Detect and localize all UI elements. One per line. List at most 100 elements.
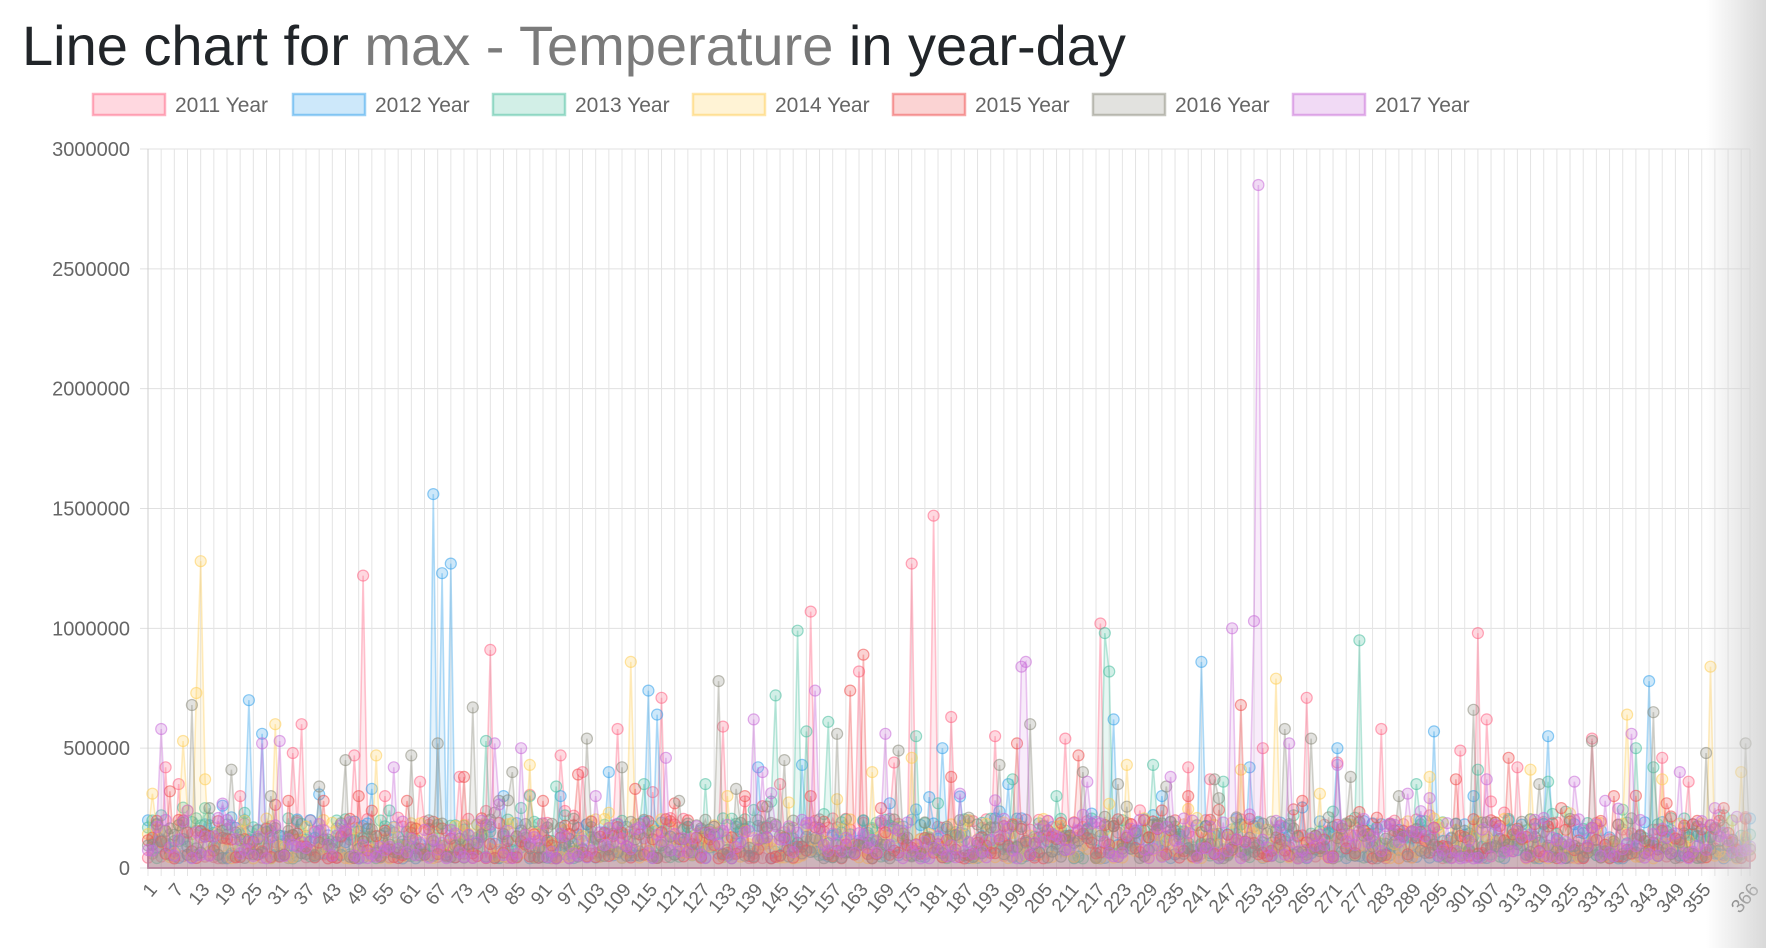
data-point <box>313 780 326 793</box>
data-point <box>931 797 945 810</box>
data-point <box>409 848 422 862</box>
data-point <box>844 684 857 697</box>
data-point <box>466 701 479 714</box>
data-point <box>1664 810 1678 823</box>
data-point <box>1050 789 1063 803</box>
data-point <box>1116 846 1129 859</box>
data-point <box>1203 820 1217 833</box>
data-point <box>953 790 967 803</box>
data-point <box>1182 826 1195 840</box>
data-point <box>1427 822 1441 835</box>
data-point <box>800 725 813 738</box>
data-point <box>778 833 791 846</box>
data-point <box>629 782 642 796</box>
data-point <box>431 737 444 750</box>
data-point <box>365 804 378 817</box>
data-point <box>945 710 958 724</box>
data-point <box>887 756 901 769</box>
data-point <box>760 831 774 844</box>
data-point <box>1304 732 1318 745</box>
legend-item: 2015 Year <box>891 92 1070 117</box>
data-point <box>1155 850 1169 863</box>
data-point <box>1234 851 1248 865</box>
data-point <box>787 845 800 859</box>
y-axis: 0 500000 1000000 1500000 2000000 2500000 30000… <box>52 139 130 880</box>
data-point <box>1739 737 1752 750</box>
data-point <box>1642 674 1656 688</box>
data-point <box>1032 822 1046 836</box>
data-point <box>1203 773 1217 786</box>
data-point <box>1620 708 1634 721</box>
data-point <box>1164 770 1177 784</box>
line-chart: 0 500000 1000000 1500000 2000000 2500000 30000… <box>0 90 1766 948</box>
data-point <box>1234 698 1248 712</box>
data-point <box>365 823 378 836</box>
data-point <box>822 844 835 858</box>
data-point <box>1520 851 1533 864</box>
data-point <box>567 809 580 822</box>
data-point <box>1581 839 1594 853</box>
data-point <box>866 765 879 779</box>
legend-swatch <box>1091 92 1167 117</box>
x-tick-label: 79 <box>474 880 504 910</box>
data-point <box>414 836 427 849</box>
data-point <box>1103 797 1116 810</box>
data-point <box>317 823 330 837</box>
legend-label: 2016 Year <box>1175 94 1270 117</box>
data-point <box>269 718 282 731</box>
data-point <box>273 734 286 748</box>
data-point <box>808 684 822 697</box>
data-point <box>199 818 212 831</box>
data-point <box>1278 848 1291 861</box>
legend-item: 2012 Year <box>291 92 470 117</box>
data-point <box>927 817 940 830</box>
data-point <box>1252 178 1265 192</box>
data-point <box>190 686 203 700</box>
data-point <box>1076 808 1090 821</box>
legend-label: 2015 Year <box>975 94 1070 117</box>
data-point <box>370 749 383 762</box>
data-point <box>484 643 497 657</box>
title-separator: - <box>470 14 519 77</box>
legend-label: 2011 Year <box>175 94 268 117</box>
data-point <box>655 691 668 704</box>
data-point <box>256 727 269 740</box>
data-point <box>848 846 861 860</box>
x-tick-label: 55 <box>369 880 399 910</box>
title-field: max <box>364 14 471 77</box>
data-point <box>993 758 1006 772</box>
data-point <box>1098 835 1111 848</box>
data-point <box>1300 691 1313 704</box>
x-tick-label: 19 <box>211 880 241 910</box>
x-axis: 1 713192531374349556167737985919710310911… <box>139 880 1764 918</box>
x-tick-label: 366 <box>1727 880 1763 918</box>
data-point <box>387 761 400 774</box>
data-point <box>278 849 291 863</box>
data-point <box>1208 773 1221 786</box>
data-point <box>256 737 269 750</box>
data-point <box>510 847 523 861</box>
data-point <box>1524 828 1537 841</box>
data-point <box>357 569 370 582</box>
data-point <box>795 758 809 772</box>
data-point <box>1335 819 1348 833</box>
data-point <box>1353 634 1366 647</box>
data-point <box>1107 819 1120 833</box>
legend-label: 2014 Year <box>775 94 870 117</box>
data-point <box>1326 851 1340 864</box>
data-point <box>791 624 804 637</box>
data-point <box>918 816 932 829</box>
data-point <box>242 694 255 707</box>
data-point <box>936 742 949 755</box>
data-point <box>155 722 168 736</box>
data-point <box>532 834 545 847</box>
data-point <box>1129 825 1142 838</box>
data-point <box>1656 773 1669 786</box>
data-point <box>1441 817 1454 830</box>
data-point <box>190 812 203 825</box>
legend-label: 2012 Year <box>375 94 470 117</box>
data-point <box>1217 816 1230 829</box>
data-point <box>453 770 466 784</box>
page-title: Line chart for max - Temperature in year… <box>22 8 1126 84</box>
data-point <box>1274 820 1287 833</box>
